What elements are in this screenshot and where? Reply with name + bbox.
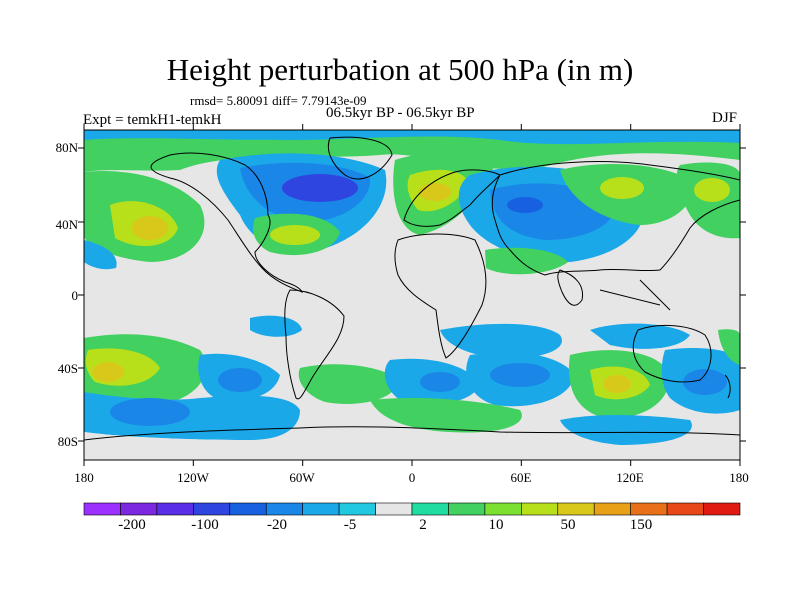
lon-label: 180 [729,470,749,485]
lat-label: 0 [71,288,79,303]
antarctica-coast [84,426,740,441]
colorbar-swatch [338,502,376,516]
contour-patch [603,375,631,393]
colorbar-swatch [193,502,231,516]
contour-patch [694,178,730,202]
contour-patch [298,364,400,404]
contour-patch [590,323,690,349]
europe-coast [403,169,501,227]
colorbar-swatch [593,502,631,516]
contour-patch [84,432,261,460]
colorbar-swatch [521,502,559,516]
period-label: 06.5kyr BP - 06.5kyr BP [326,105,475,121]
colorbar-swatch [375,502,413,516]
lon-label: 0 [408,470,416,485]
colorbar-swatch [630,502,668,516]
greenland-coast [327,136,393,180]
contour-patch [420,372,460,392]
contour-field [84,130,740,460]
colorbar-label: 50 [560,517,576,533]
contour-patch [560,415,692,445]
lon-label: 60W [289,470,315,485]
contour-patch [600,177,644,199]
north-america-coast [150,152,304,293]
colorbar-swatch [703,502,741,516]
colorbar-swatch [265,502,303,516]
contour-patch [490,363,550,387]
contour-patch [270,225,320,245]
colorbar-label: -5 [343,517,357,533]
colorbar-label: -100 [191,517,219,533]
lat-label: 80N [55,140,78,155]
lon-label: 120E [616,470,644,485]
se-asia-islands [599,279,671,311]
axis-ticks [78,124,746,466]
colorbar-swatch [302,502,340,516]
contour-patch [92,362,124,382]
contour-patch [485,247,568,275]
contour-patch [250,315,302,337]
colorbar-swatch [156,502,194,516]
season-label: DJF [712,110,738,126]
contour-patch [718,329,740,365]
colorbar-swatch [120,502,158,516]
experiment-label: Expt = temkH1-temkH [83,112,222,128]
colorbar-swatch [411,502,449,516]
africa-coast [394,233,487,359]
rmsd-diff-stats: rmsd= 5.80091 diff= 7.79143e-09 [190,93,367,108]
india-coast [557,269,584,306]
contour-patch [282,174,358,202]
contour-patch [507,197,543,213]
colorbar-label: -20 [267,517,287,533]
contour-patch [419,183,451,201]
colorbar-swatch [448,502,486,516]
colorbar-label: 2 [419,517,427,533]
contour-patch [84,240,117,270]
colorbar-swatch [557,502,595,516]
south-america-coast [284,289,345,400]
asia-coast [491,161,740,276]
coastlines [84,136,740,441]
contour-patch [132,216,168,240]
contour-patch [440,323,562,359]
contour-patch [370,398,522,433]
contour-patch [110,398,190,426]
colorbar-swatch [666,502,704,516]
contour-patch [218,368,262,392]
colorbar-label: 10 [488,517,504,533]
australia-coast [632,325,712,383]
lon-label: 180 [74,470,94,485]
new-zealand-coast [724,374,731,399]
colorbar-swatch [229,502,267,516]
colorbar [83,502,741,516]
contour-patch [683,369,727,395]
colorbar-label: 150 [629,517,653,533]
lon-label: 60E [510,470,532,485]
colorbar-label: -200 [118,517,146,533]
contour-patch [84,130,740,145]
plot-title: Height perturbation at 500 hPa (in m) [166,52,634,87]
lat-label: 40N [55,217,78,232]
lat-label: 40S [57,361,78,376]
colorbar-swatch [83,502,121,516]
lon-label: 120W [177,470,209,485]
colorbar-swatch [484,502,522,516]
lat-label: 80S [57,434,78,449]
